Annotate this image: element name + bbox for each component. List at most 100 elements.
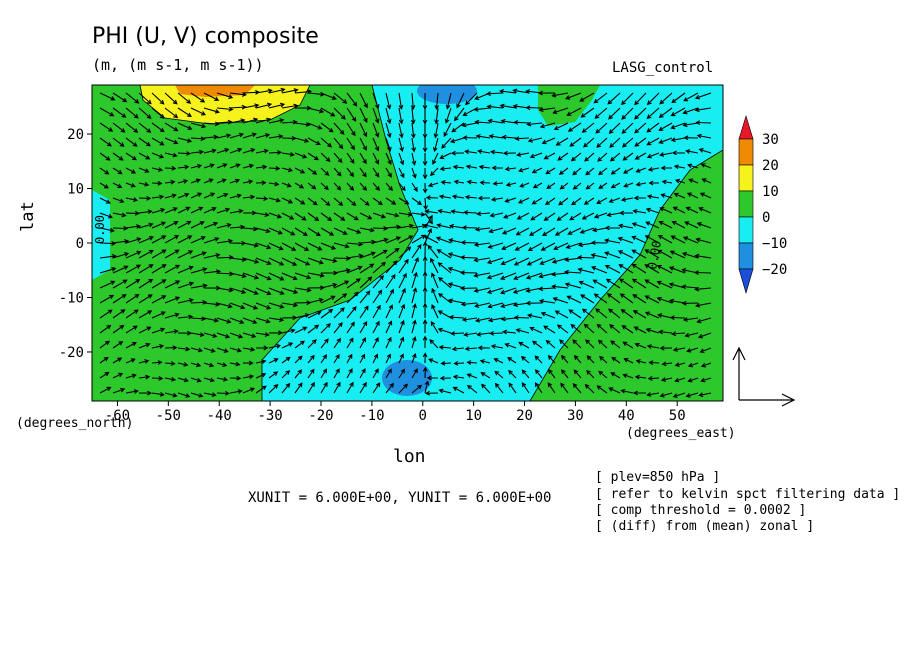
wind-vector: [669, 315, 686, 320]
wind-vector: [631, 278, 647, 289]
wind-vector: [551, 92, 569, 98]
wind-vector: [474, 317, 491, 323]
wind-vector: [437, 327, 452, 334]
wind-vector: [359, 251, 376, 259]
wind-vector: [398, 212, 413, 217]
wind-vector: [451, 194, 465, 200]
wind-vector: [138, 390, 153, 396]
x-tick-label: 40: [618, 408, 635, 424]
vector-reference-arrow: [732, 346, 796, 407]
info-line-1: [ plev=850 hPa ]: [595, 470, 721, 485]
wind-vector: [177, 392, 191, 398]
wind-vector: [657, 249, 673, 259]
wind-vector: [437, 208, 452, 214]
reference-arrow-right-icon: [739, 393, 796, 407]
wind-vector: [505, 182, 517, 187]
wind-vector: [646, 137, 660, 146]
wind-vector: [477, 149, 491, 154]
wind-vector: [385, 152, 392, 166]
wind-vector: [333, 92, 348, 104]
wind-vector: [608, 387, 621, 394]
wind-vector: [646, 344, 660, 349]
wind-vector: [359, 152, 367, 165]
wind-vector: [683, 135, 699, 141]
wind-vector: [281, 328, 296, 334]
wind-vector: [466, 179, 478, 185]
wind-vector: [644, 279, 660, 289]
wind-vector: [203, 178, 214, 184]
wind-vector: [385, 273, 396, 289]
wind-vector: [294, 287, 312, 293]
colorbar-label: 0: [762, 210, 770, 226]
wind-vector: [606, 212, 621, 218]
wind-vector: [480, 372, 491, 379]
wind-vector: [398, 235, 414, 244]
wind-vector: [333, 182, 342, 191]
wind-vector: [151, 249, 167, 259]
wind-vector: [517, 197, 530, 204]
wind-vector: [190, 221, 205, 229]
wind-vector: [545, 167, 556, 175]
wind-vector: [190, 192, 203, 199]
wind-vector: [565, 242, 582, 249]
wind-vector: [543, 325, 556, 334]
wind-vector: [572, 167, 582, 176]
wind-vector: [229, 287, 247, 294]
wind-vector: [647, 376, 660, 381]
x-tick-label: 20: [516, 408, 533, 424]
wind-vector: [513, 120, 530, 125]
wind-vector: [424, 380, 430, 394]
wind-vector: [460, 240, 478, 245]
wind-vector: [359, 182, 368, 191]
wind-vector: [508, 382, 517, 394]
wind-vector: [216, 207, 231, 214]
wind-vector: [489, 149, 504, 155]
wind-vector: [547, 355, 556, 364]
wind-vector: [151, 194, 165, 200]
wind-vector: [294, 355, 303, 364]
wind-vector: [646, 152, 660, 159]
wind-vector: [695, 237, 712, 244]
wind-vector: [557, 152, 569, 161]
wind-vector: [346, 368, 353, 379]
wind-vector: [255, 133, 271, 139]
reference-arrow-up-icon: [732, 346, 746, 400]
wind-vector: [687, 362, 699, 368]
wind-vector: [359, 197, 370, 206]
wind-vector: [411, 137, 417, 153]
wind-vector: [190, 347, 203, 353]
wind-vector: [434, 92, 440, 111]
wind-vector: [531, 197, 543, 205]
wind-vector: [385, 247, 400, 259]
wind-vector: [203, 362, 215, 368]
wind-vector: [385, 122, 392, 139]
wind-vector: [268, 181, 280, 187]
wind-vector: [501, 227, 517, 235]
wind-vector: [512, 88, 530, 94]
wind-vector: [572, 339, 582, 349]
wind-vector: [521, 369, 530, 379]
wind-vector: [451, 122, 465, 133]
x-tick-label: -60: [105, 408, 130, 424]
wind-vector: [229, 178, 241, 184]
wind-vector: [125, 224, 142, 229]
wind-vector: [488, 227, 504, 234]
wind-vector: [385, 92, 392, 110]
wind-vector: [553, 242, 569, 251]
wind-vector: [151, 375, 164, 381]
wind-vector: [648, 360, 660, 366]
wind-vector: [242, 317, 258, 324]
wind-vector: [597, 339, 608, 349]
wind-vector: [359, 276, 373, 289]
wind-vector: [398, 246, 412, 259]
wind-vector: [307, 182, 317, 190]
wind-vector: [436, 249, 452, 259]
wind-vector: [611, 356, 621, 364]
wind-vector: [112, 324, 125, 334]
wind-vector: [499, 103, 517, 109]
wind-vector: [682, 317, 699, 322]
wind-vector: [527, 137, 543, 143]
wind-vector: [385, 107, 392, 125]
wind-vector: [661, 361, 673, 367]
wind-vector: [443, 122, 452, 138]
